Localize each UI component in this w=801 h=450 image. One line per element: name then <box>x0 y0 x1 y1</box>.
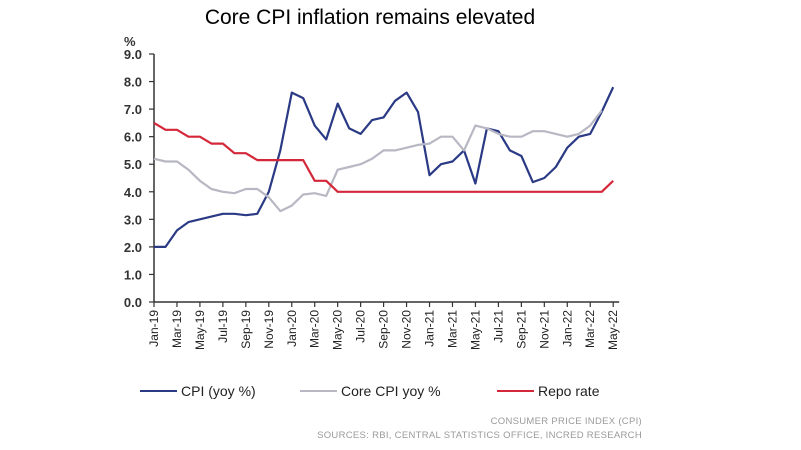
y-tick-label: 3.0 <box>124 212 142 227</box>
y-tick-label: 2.0 <box>124 240 142 255</box>
x-tick-label: Sep-21 <box>514 310 528 349</box>
source-note: CONSUMER PRICE INDEX (CPI) <box>491 416 642 427</box>
x-tick-label: Jan-22 <box>560 310 574 347</box>
x-tick-label: May-22 <box>606 310 620 350</box>
x-tick-label: Jul-21 <box>491 310 505 343</box>
x-tick-label: Jul-19 <box>216 310 230 343</box>
chart-title: Core CPI inflation remains elevated <box>204 6 536 29</box>
x-tick-label: Mar-20 <box>308 310 322 348</box>
y-tick-label: 0.0 <box>124 295 142 310</box>
y-tick-label: 8.0 <box>124 75 142 90</box>
x-tick-label: Jan-19 <box>147 310 161 347</box>
y-tick-label: 7.0 <box>124 102 142 117</box>
legend-label: Core CPI yoy % <box>341 383 441 399</box>
x-tick-label: Nov-19 <box>262 310 276 349</box>
x-tick-label: May-21 <box>468 310 482 350</box>
x-tick-label: May-19 <box>193 310 207 350</box>
x-tick-label: Nov-21 <box>537 310 551 349</box>
x-tick-label: Sep-19 <box>239 310 253 349</box>
x-tick-label: Sep-20 <box>377 310 391 349</box>
x-tick-label: Jul-20 <box>354 310 368 343</box>
y-tick-label: 6.0 <box>124 130 142 145</box>
y-tick-label: 1.0 <box>124 267 142 282</box>
x-tick-label: Mar-21 <box>445 310 459 348</box>
x-tick-label: Jan-20 <box>285 310 299 347</box>
y-tick-label: 9.0 <box>124 47 142 62</box>
y-tick-label: 4.0 <box>124 185 142 200</box>
y-tick-label: 5.0 <box>124 157 142 172</box>
legend-label: CPI (yoy %) <box>181 383 256 399</box>
x-tick-label: Jan-21 <box>423 310 437 347</box>
x-tick-label: Mar-22 <box>583 310 597 348</box>
legend-label: Repo rate <box>538 383 600 399</box>
source-note: SOURCES: RBI, CENTRAL STATISTICS OFFICE,… <box>317 430 642 441</box>
series-line-cpi-yoy <box>154 86 615 248</box>
x-tick-label: Mar-19 <box>170 310 184 348</box>
y-axis-unit-label: % <box>124 34 136 49</box>
x-tick-label: May-20 <box>331 310 345 350</box>
series-line-repo-rate <box>153 121 614 193</box>
series-line-core-cpi-yoy <box>153 109 603 213</box>
x-tick-label: Nov-20 <box>400 310 414 349</box>
